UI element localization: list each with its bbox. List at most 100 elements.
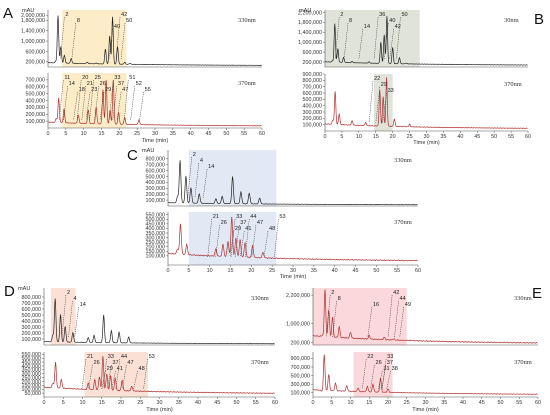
x-tick-label: 55 — [516, 400, 522, 406]
peak-leader-line — [61, 294, 67, 338]
peak-label: 18 — [79, 87, 85, 93]
peak-leader-line — [102, 358, 108, 390]
trace-line — [167, 216, 418, 262]
x-tick-label: 20 — [118, 400, 124, 406]
peak-label: 29 — [235, 226, 241, 232]
x-tick-label: 5 — [64, 131, 67, 137]
x-tick-label: 5 — [340, 134, 343, 140]
wavelength-label: 330nm — [238, 17, 256, 24]
peak-leader-line — [60, 16, 65, 60]
wavelength-label: 330nm — [394, 157, 412, 164]
peak-label: 42 — [393, 290, 399, 296]
peak-label: 21 — [213, 214, 219, 220]
peak-label: 2 — [65, 12, 68, 18]
y-tick-label: 700,000 — [146, 163, 166, 169]
peak-label: 26 — [221, 220, 227, 226]
peak-label: 26 — [94, 360, 100, 366]
peak-leader-line — [334, 16, 340, 60]
peak-leader-line — [108, 28, 114, 60]
y-tick-label: 600,000 — [22, 307, 42, 313]
y-tick-label: 1,000,000 — [21, 39, 45, 45]
peak-label: 50 — [126, 18, 132, 24]
peak-label: 48 — [269, 226, 275, 232]
y-tick-label: 500,000 — [26, 91, 46, 97]
y-tick-label: 600,000 — [26, 85, 46, 91]
wavelength-label: 370nm — [394, 219, 412, 226]
peak-leader-line — [115, 358, 121, 390]
y-tick-label: 500,000 — [146, 217, 166, 223]
x-tick-label: 35 — [441, 400, 447, 406]
y-tick-label: 300,000 — [26, 105, 46, 111]
peak-leader-line — [362, 358, 367, 390]
peak-label: 33 — [108, 354, 114, 360]
y-tick-label: 100,000 — [146, 254, 166, 260]
peak-label: 37 — [240, 220, 246, 226]
y-tick-label: 400,000 — [22, 319, 42, 325]
peak-leader-line — [368, 80, 374, 124]
y-tick-label: 600,000 — [303, 50, 323, 56]
peak-leader-line — [120, 22, 126, 60]
x-tick-label: 60 — [415, 268, 421, 274]
trace-line — [43, 298, 275, 345]
x-tick-label: 30 — [157, 400, 163, 406]
peak-label: 48 — [139, 366, 145, 372]
peak-label: 8 — [338, 296, 341, 302]
x-tick-label: 55 — [394, 268, 400, 274]
x-tick-label: 30 — [424, 134, 430, 140]
peak-leader-line — [99, 91, 105, 121]
y-tick-label: 400,000 — [146, 226, 166, 232]
x-tick-label: 35 — [176, 400, 182, 406]
x-tick-label: 50 — [491, 134, 497, 140]
x-tick-label: 25 — [407, 134, 413, 140]
panel-letter: A — [3, 5, 13, 22]
y-tick-label: 500,000 — [22, 313, 42, 319]
peak-leader-line — [101, 370, 106, 390]
y-tick-label: 300,000 — [146, 186, 166, 192]
y-tick-label: 100,000 — [22, 387, 42, 393]
y-tick-label: 200,000 — [26, 112, 46, 118]
x-axis-title: Time (min) — [142, 138, 169, 144]
peak-label: 50 — [401, 12, 407, 18]
peak-label: 33 — [388, 88, 394, 94]
y-tick-label: 350,000 — [22, 368, 42, 374]
peak-label: 55 — [145, 87, 151, 93]
peak-label: 37 — [112, 360, 118, 366]
peak-leader-line — [116, 91, 122, 121]
y-tick-label: 100,000 — [291, 391, 311, 397]
subplot-330nm: 100,000200,000300,000400,000500,000600,0… — [142, 148, 418, 207]
peak-leader-line — [74, 306, 79, 338]
peak-label: 14 — [80, 302, 86, 308]
peak-label: 42 — [121, 12, 127, 18]
peak-label: 11 — [64, 75, 70, 81]
peak-leader-line — [343, 22, 349, 60]
wavelength-label: 370nm — [514, 359, 532, 366]
peak-label: 26 — [376, 360, 382, 366]
highlight-region — [50, 288, 76, 345]
peak-label: 22 — [374, 76, 380, 82]
trace-line — [324, 16, 528, 66]
y-tick-label: 2,000,000 — [21, 13, 45, 19]
y-tick-label: 500,000 — [303, 97, 323, 103]
peak-leader-line — [109, 79, 114, 121]
unit-label: mAU — [142, 148, 154, 154]
peak-label: 51 — [129, 75, 135, 81]
y-tick-label: 800,000 — [22, 295, 42, 301]
y-tick-label: 300,000 — [22, 325, 42, 331]
peak-leader-line — [71, 22, 77, 60]
peak-leader-line — [370, 364, 375, 390]
peak-label: 29 — [107, 366, 113, 372]
peak-label: 47 — [122, 87, 128, 93]
peak-leader-line — [88, 364, 93, 390]
y-tick-label: 200,000 — [303, 116, 323, 122]
peak-leader-line — [124, 79, 129, 121]
x-tick-label: 50 — [234, 400, 240, 406]
wavelength-label: 30nm — [504, 17, 519, 24]
highlight-region — [84, 352, 148, 397]
peak-label: 37 — [118, 81, 124, 87]
y-tick-label: 2,200,000 — [286, 293, 310, 299]
peak-label: 33 — [114, 75, 120, 81]
peak-leader-line — [130, 85, 135, 121]
